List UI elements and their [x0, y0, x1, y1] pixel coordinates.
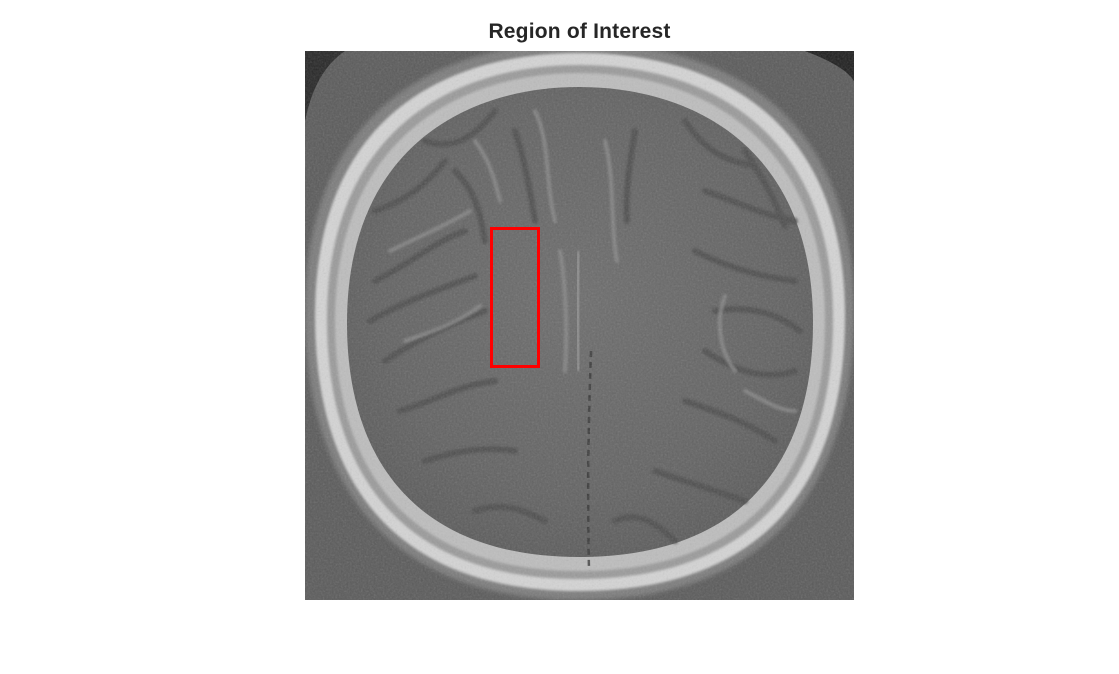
ct-image-axes	[305, 51, 854, 600]
roi-rectangle[interactable]	[490, 227, 540, 368]
figure-title: Region of Interest	[488, 20, 671, 43]
ct-scan-image	[305, 51, 854, 600]
image-grain	[305, 51, 854, 600]
